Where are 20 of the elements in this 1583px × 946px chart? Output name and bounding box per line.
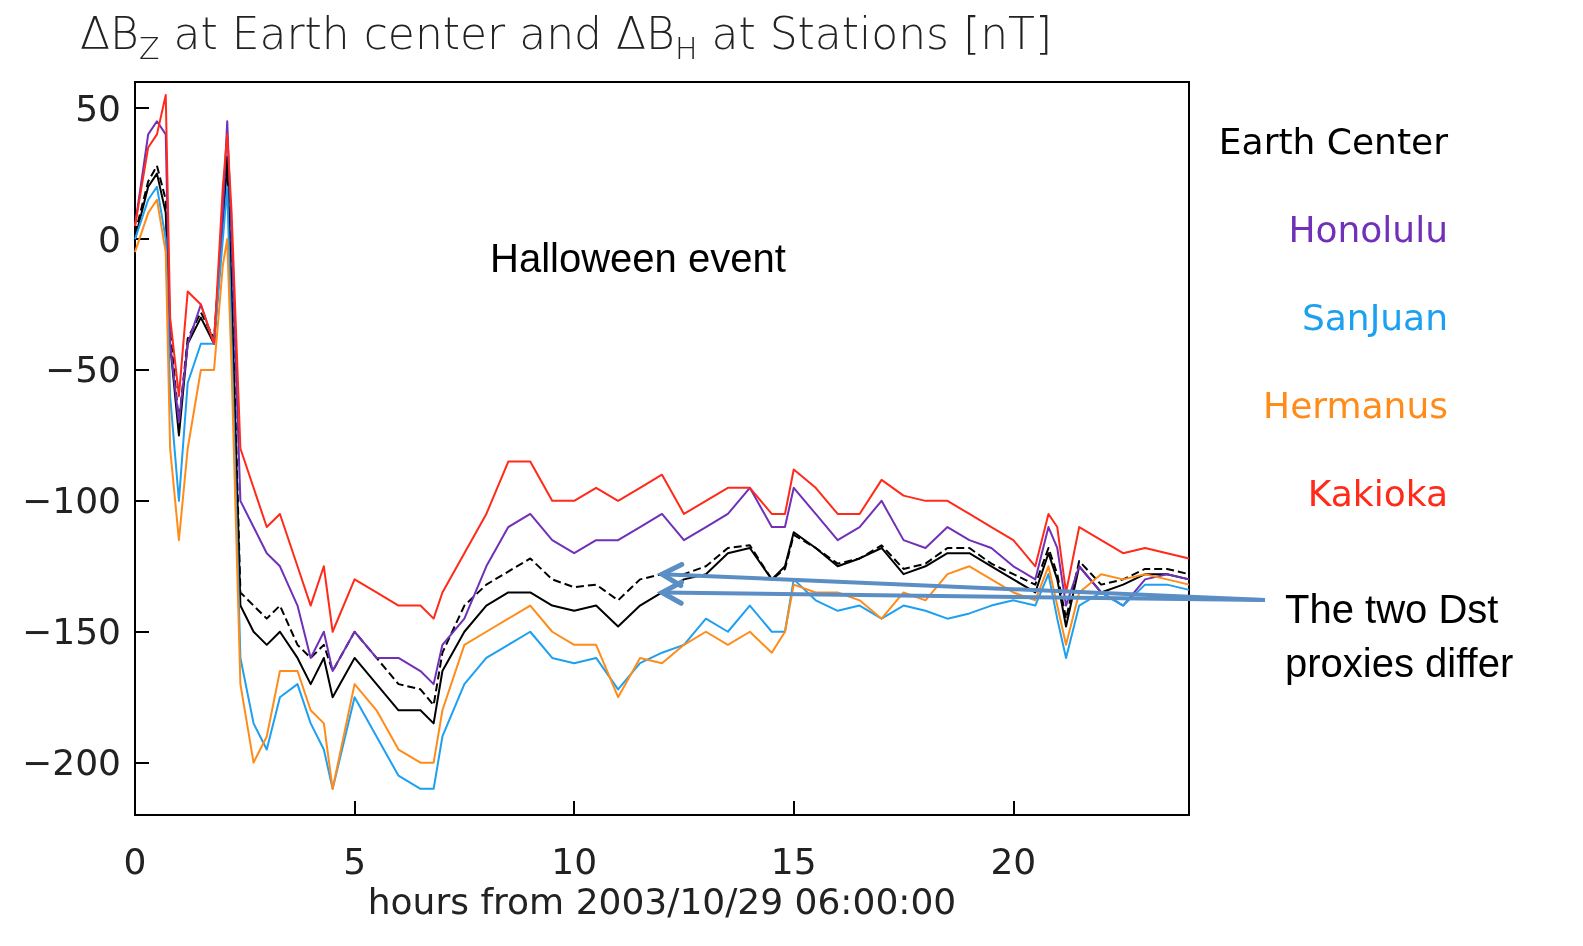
x-tick-label: 15 bbox=[770, 840, 817, 882]
annotation: The two Dst proxies differ bbox=[1285, 586, 1515, 687]
text: Honolulu bbox=[1288, 208, 1448, 250]
y-tick-label: −150 bbox=[22, 611, 121, 653]
text: SanJuan bbox=[1301, 296, 1448, 338]
x-tick-label: 0 bbox=[123, 840, 147, 882]
y-tick-label: −50 bbox=[45, 349, 121, 391]
annotation: Halloween event bbox=[490, 236, 786, 281]
x-axis-title: hours from 2003/10/29 06:00:00 bbox=[367, 881, 957, 923]
x-tick-label: 10 bbox=[551, 840, 598, 882]
y-tick-label: 0 bbox=[98, 218, 121, 260]
text: Earth Center bbox=[1218, 120, 1449, 162]
x-tick-label: 20 bbox=[990, 840, 1037, 882]
x-tick-label: 5 bbox=[343, 840, 367, 882]
chart-title: ΔB$_{Z}$ at Earth center and ΔB$_{H}$ at Stations [nT] bbox=[80, 8, 1053, 66]
text: Kakioka bbox=[1307, 472, 1448, 514]
text: Hermanus bbox=[1263, 384, 1448, 426]
y-tick-label: 50 bbox=[75, 87, 121, 129]
y-tick-label: −200 bbox=[22, 742, 121, 784]
y-tick-label: −100 bbox=[22, 480, 121, 522]
